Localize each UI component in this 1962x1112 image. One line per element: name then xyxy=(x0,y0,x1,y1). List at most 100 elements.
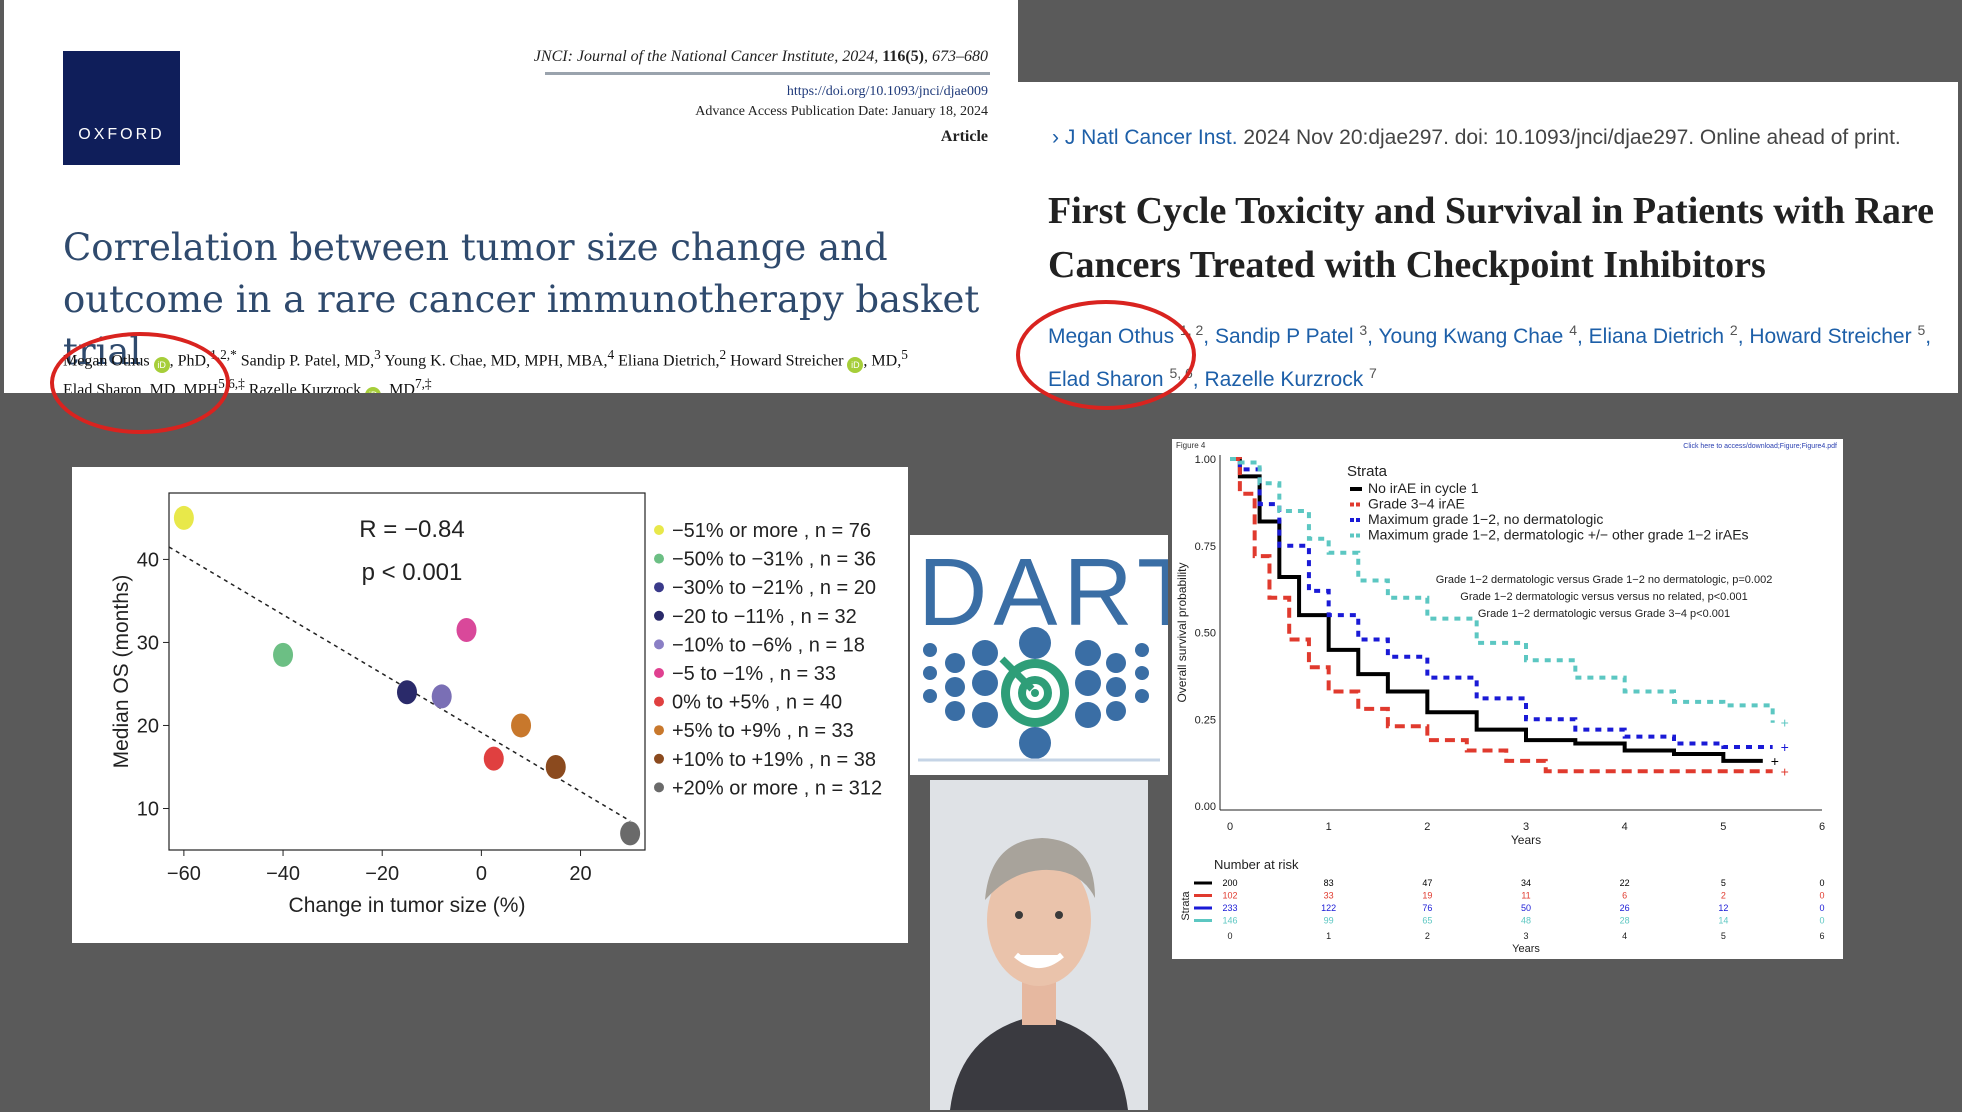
data-point xyxy=(620,821,641,846)
y-axis-label: Median OS (months) xyxy=(110,575,133,769)
oxford-article-header: OXFORD JNCI: Journal of the National Can… xyxy=(4,0,1018,393)
x-tick-label: 0 xyxy=(1227,821,1233,833)
header-rule xyxy=(545,72,990,75)
legend-marker xyxy=(654,753,664,764)
author-name[interactable]: Eliana Dietrich, xyxy=(614,352,720,370)
risk-count: 0 xyxy=(1819,916,1824,926)
risk-count: 99 xyxy=(1324,916,1334,926)
scatter-chart-panel: −60 −40 −20 0 20 10 20 30 40 Change in tumor size… xyxy=(72,467,908,943)
y-tick-label: 40 xyxy=(137,549,159,571)
author-link[interactable]: Eliana Dietrich xyxy=(1588,325,1725,348)
highlight-circle-pubmed xyxy=(1016,300,1196,410)
oxford-logo-text: OXFORD xyxy=(78,126,165,143)
person-portrait-icon xyxy=(930,780,1148,1110)
risk-count: 0 xyxy=(1819,891,1824,901)
legend-label: −10% to −6% , n = 18 xyxy=(672,634,865,656)
risk-count: 0 xyxy=(1819,878,1824,888)
author-link[interactable]: Razelle Kurzrock xyxy=(1204,368,1364,391)
dart-logo: DART xyxy=(918,539,1168,762)
risk-count: 2 xyxy=(1721,891,1726,901)
doi-link[interactable]: https://doi.org/10.1093/jnci/djae009 xyxy=(786,84,988,99)
author-name[interactable]: Sandip P. Patel, MD, xyxy=(236,352,375,370)
author-name[interactable]: Howard Streicher xyxy=(726,352,844,370)
risk-x-tick-label: 5 xyxy=(1721,931,1726,941)
legend-label: +10% to +19% , n = 38 xyxy=(672,749,876,771)
x-tick-label: 0 xyxy=(476,863,487,885)
trend-line xyxy=(168,546,631,822)
article-type: Article xyxy=(940,128,988,145)
risk-count: 0 xyxy=(1819,903,1824,913)
x-tick-label: −60 xyxy=(167,863,201,885)
risk-count: 48 xyxy=(1521,916,1531,926)
x-tick-label: 6 xyxy=(1819,821,1825,833)
orcid-icon[interactable]: iD xyxy=(365,386,382,393)
advance-access-date: Advance Access Publication Date: January… xyxy=(695,104,988,119)
x-tick-label: −20 xyxy=(365,863,399,885)
target-icon xyxy=(999,656,1069,727)
risk-count: 19 xyxy=(1422,891,1432,901)
risk-x-tick-label: 3 xyxy=(1523,931,1528,941)
highlight-circle-oxford xyxy=(50,332,230,434)
legend-label: Grade 3−4 irAE xyxy=(1368,496,1465,512)
risk-count: 233 xyxy=(1222,903,1237,913)
y-tick-label: 0.75 xyxy=(1195,541,1216,553)
x-tick-label: 20 xyxy=(569,863,591,885)
author-name[interactable]: Razelle Kurzrock xyxy=(244,381,362,393)
risk-table-xlabel: Years xyxy=(1512,943,1540,955)
y-axis-label: Overall survival probability xyxy=(1175,562,1189,702)
comparison-annotation: Grade 1−2 dermatologic versus versus no … xyxy=(1460,591,1747,603)
oxford-logo: OXFORD xyxy=(63,51,180,165)
risk-count: 200 xyxy=(1222,878,1237,888)
survival-curve xyxy=(1230,457,1773,774)
risk-count: 102 xyxy=(1222,891,1237,901)
dart-logo-panel: DART xyxy=(910,535,1168,775)
article-title: First Cycle Toxicity and Survival in Pat… xyxy=(1048,190,1934,286)
legend-marker xyxy=(654,696,664,707)
legend-label: +5% to +9% , n = 33 xyxy=(672,720,854,742)
survival-curve xyxy=(1230,457,1775,723)
censor-mark: + xyxy=(1781,739,1789,755)
risk-count: 12 xyxy=(1718,903,1728,913)
x-axis-label: Change in tumor size (%) xyxy=(289,894,526,917)
plot-frame xyxy=(168,492,646,851)
y-tick-label: 20 xyxy=(137,715,159,737)
author-link[interactable]: Sandip P Patel xyxy=(1214,325,1354,348)
comparison-annotation: Grade 1−2 dermatologic versus Grade 1−2 … xyxy=(1436,574,1773,586)
author-link[interactable]: Howard Streicher xyxy=(1749,325,1912,348)
legend-marker xyxy=(654,582,664,593)
legend-marker xyxy=(654,725,664,736)
legend-label: −50% to −31% , n = 36 xyxy=(672,549,876,571)
y-tick-label: 1.00 xyxy=(1195,454,1216,466)
orcid-icon[interactable]: iD xyxy=(847,357,864,374)
legend-label: −30% to −21% , n = 20 xyxy=(672,577,876,599)
censor-mark: + xyxy=(1771,753,1779,769)
risk-count: 76 xyxy=(1422,903,1432,913)
censor-mark: + xyxy=(1781,763,1789,779)
data-point xyxy=(456,617,477,642)
x-tick-label: 4 xyxy=(1622,821,1628,833)
survival-curve xyxy=(1230,457,1763,763)
risk-count: 34 xyxy=(1521,878,1531,888)
legend-label: 0% to +5% , n = 40 xyxy=(672,692,842,714)
author-name[interactable]: Young K. Chae, MD, MPH, MBA, xyxy=(380,352,608,370)
data-point xyxy=(483,746,504,771)
risk-count: 47 xyxy=(1422,878,1432,888)
data-point xyxy=(511,713,532,738)
x-tick-label: 5 xyxy=(1720,821,1726,833)
risk-count: 50 xyxy=(1521,903,1531,913)
comparison-annotation: Grade 1−2 dermatologic versus Grade 3−4 … xyxy=(1478,608,1730,620)
survival-curve xyxy=(1230,457,1773,750)
y-tick-label: 0.50 xyxy=(1195,628,1216,640)
risk-table-title: Number at risk xyxy=(1214,857,1299,872)
correlation-label: R = −0.84 xyxy=(359,516,464,543)
journal-link[interactable]: J Natl Cancer Inst. xyxy=(1064,126,1238,149)
y-tick-label: 10 xyxy=(137,798,159,820)
risk-count: 65 xyxy=(1422,916,1432,926)
data-point xyxy=(273,642,294,667)
legend-marker xyxy=(654,639,664,650)
legend-label: −51% or more , n = 76 xyxy=(672,520,871,542)
legend-label: −5 to −1% , n = 33 xyxy=(672,663,836,685)
figure-label: Figure 4 xyxy=(1176,441,1206,450)
author-link[interactable]: Young Kwang Chae xyxy=(1378,325,1564,348)
censor-mark: + xyxy=(1781,715,1789,731)
